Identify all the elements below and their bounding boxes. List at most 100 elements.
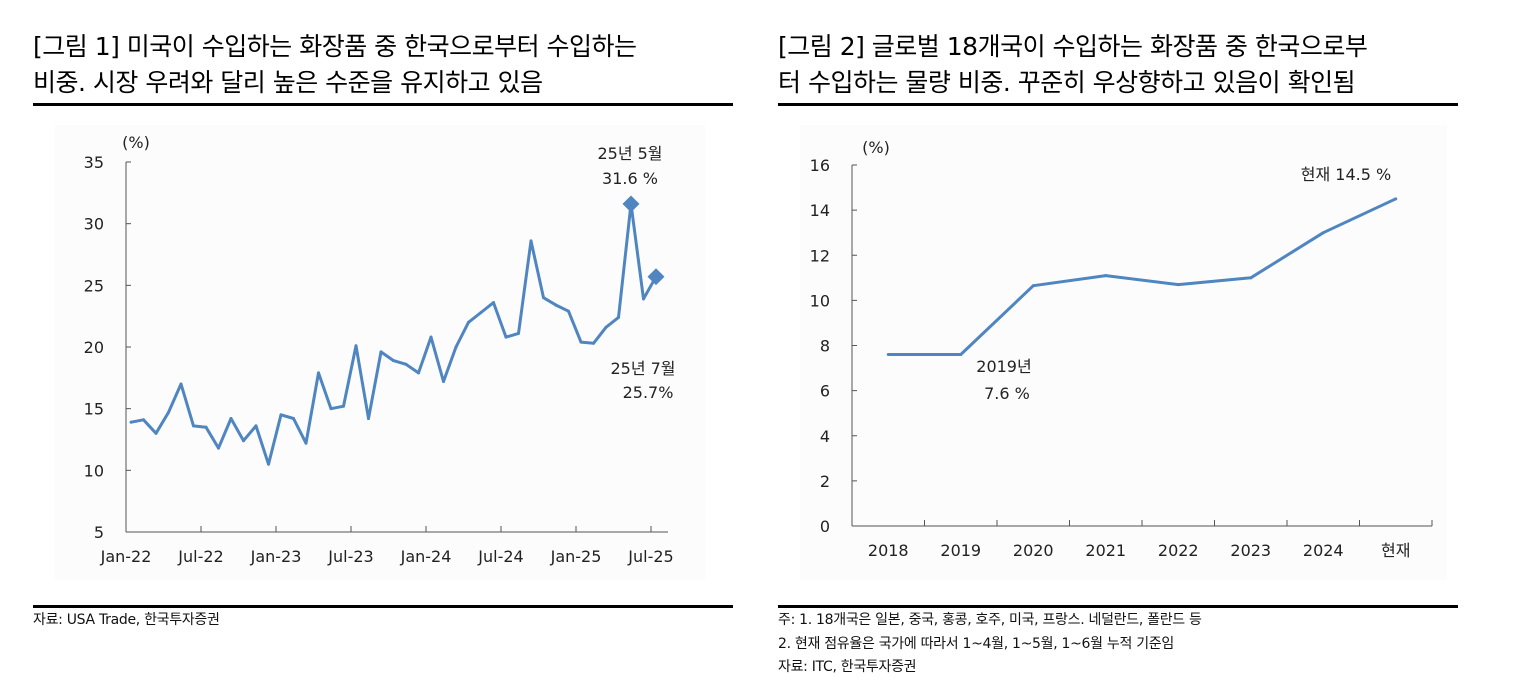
chart1-x-tick-label: Jan-25 <box>550 547 602 566</box>
figure1-title-line1: [그림 1] 미국이 수입하는 화장품 중 한국으로부터 수입하는 <box>33 32 637 61</box>
chart1-y-tick-label: 30 <box>84 215 104 234</box>
figure1-footer-rule <box>33 605 733 608</box>
chart1-data-point <box>554 303 558 307</box>
chart1-data-point <box>279 413 283 417</box>
chart1-data-point <box>142 418 145 422</box>
chart1-data-point <box>229 417 233 421</box>
chart2-x-tick-label: 2023 <box>1230 541 1271 560</box>
chart1-data-point <box>604 325 608 329</box>
chart1-data-point <box>317 371 320 375</box>
chart1-data-point <box>429 335 433 339</box>
chart2-annotation-label: 2019년 <box>976 357 1031 376</box>
figure2-note1: 주: 1. 18개국은 일본, 중국, 홍콩, 호주, 미국, 프랑스. 네덜란… <box>778 612 1202 628</box>
figure2-note2: 2. 현재 점유율은 국가에 따라서 1~4월, 1~5월, 1~6월 누적 기… <box>778 636 1174 652</box>
chart1-series-line <box>130 202 658 466</box>
figure2-title-rule <box>778 103 1458 106</box>
chart2-x-tick-label: 2022 <box>1158 541 1199 560</box>
figure1-title-line2: 비중. 시장 우려와 달리 높은 수준을 유지하고 있음 <box>33 68 543 97</box>
chart1-data-point <box>529 239 533 243</box>
chart2-y-tick-label: 12 <box>810 246 830 265</box>
chart1-data-point <box>217 446 220 450</box>
chart1-data-point <box>579 340 583 344</box>
chart1-data-point <box>492 301 495 305</box>
chart1-data-point <box>467 320 470 324</box>
figure1-title-rule <box>33 103 733 106</box>
chart2-y-unit-label: (%) <box>862 138 890 157</box>
chart2-data-point <box>959 353 963 357</box>
chart1-x-tick-label: Jul-22 <box>177 547 223 566</box>
chart1-annotation-value: 31.6 % <box>602 169 658 188</box>
chart2-annotation-label: 현재 14.5 % <box>1301 165 1391 184</box>
chart1-y-tick-label: 25 <box>84 276 104 295</box>
chart1-data-point <box>304 441 308 445</box>
chart2-x-tick-label: 2018 <box>868 541 909 560</box>
chart1-data-point <box>392 359 395 363</box>
chart2-y-tick-label: 8 <box>820 337 830 356</box>
chart2-data-point <box>1031 284 1035 288</box>
chart2: 0 2 4 6 8 10 12 14 16 (%) 2018 2019 2020 2021 2022 2023… <box>810 138 1433 560</box>
chart1-data-point <box>342 404 345 408</box>
chart1-y-tick-label: 5 <box>94 523 104 542</box>
chart1-y-tick-label: 15 <box>84 400 104 419</box>
chart1-data-point <box>254 424 258 428</box>
chart1-data-point <box>517 331 520 335</box>
chart2-annotation-value: 7.6 % <box>984 384 1030 403</box>
chart2-y-tick-label: 14 <box>810 201 830 220</box>
figure1-source: 자료: USA Trade, 한국투자증권 <box>33 612 220 628</box>
chart1-data-point <box>179 382 183 386</box>
chart1-x-tick-label: Jan-23 <box>250 547 302 566</box>
chart1-y-tick-label: 10 <box>84 461 104 480</box>
chart1-annotation-value: 25.7% <box>623 383 674 402</box>
chart2-data-point <box>1321 231 1325 235</box>
chart1-diamond-marker <box>647 268 665 286</box>
chart2-x-tick-label: 2021 <box>1085 541 1126 560</box>
figure2-title-line2: 터 수입하는 물량 비중. 꾸준히 우상향하고 있음이 확인됨 <box>778 68 1356 97</box>
chart2-data-point <box>1394 197 1398 201</box>
chart1-data-point <box>379 350 383 354</box>
chart1-y-tick-label: 20 <box>84 338 104 357</box>
chart1-x-tick-label: Jan-24 <box>400 547 452 566</box>
chart2-y-tick-label: 6 <box>820 382 830 401</box>
chart2-x-tick-label: 현재 <box>1381 541 1410 560</box>
chart1-data-point <box>617 315 620 319</box>
chart1-x-tick-label: Jan-22 <box>100 547 152 566</box>
chart1-data-point <box>642 297 645 301</box>
chart1-data-point <box>242 439 245 443</box>
chart1-data-point <box>354 344 358 348</box>
chart2-x-tick-label: 2024 <box>1303 541 1344 560</box>
chart1-x-tick-label: Jul-23 <box>327 547 373 566</box>
chart1-data-point <box>167 410 170 414</box>
chart2-x-tick-label: 2020 <box>1013 541 1054 560</box>
chart1-data-point <box>204 425 208 429</box>
chart1-data-point <box>329 407 333 411</box>
chart2-data-point <box>1104 274 1108 278</box>
chart1-y-unit-label: (%) <box>122 133 150 152</box>
chart1-data-point <box>404 362 408 366</box>
chart2-data-point <box>886 353 890 357</box>
chart1-data-point <box>367 417 370 421</box>
chart1-data-point <box>454 345 458 349</box>
figure2-title-line1: [그림 2] 글로벌 18개국이 수입하는 화장품 중 한국으로부 <box>778 32 1368 61</box>
chart1-x-tick-label: Jul-24 <box>477 547 523 566</box>
chart1-data-point <box>504 335 508 339</box>
chart1-data-point <box>192 424 195 428</box>
chart1-data-point <box>592 341 595 345</box>
chart1-y-tick-label: 35 <box>84 153 104 172</box>
chart1-data-point <box>417 371 420 375</box>
chart2-y-tick-label: 2 <box>820 472 830 491</box>
chart1-annotation-label: 25년 7월 <box>610 359 675 378</box>
chart1-data-point <box>292 417 295 421</box>
chart1-data-point <box>267 462 270 466</box>
chart2-y-tick-label: 0 <box>820 517 830 536</box>
chart2-y-tick-label: 10 <box>810 291 830 310</box>
chart2-background <box>800 125 1447 580</box>
chart2-data-point <box>1176 283 1180 287</box>
chart2-y-tick-label: 16 <box>810 156 830 175</box>
figure2-source: 자료: ITC, 한국투자증권 <box>778 659 917 675</box>
chart1: 5 10 15 20 25 30 35 (%) Jan-22 Jul-22 Jan-23 Jul-23… <box>84 133 676 566</box>
chart2-x-tick-label: 2019 <box>940 541 981 560</box>
chart2-data-point <box>1249 276 1253 280</box>
chart1-data-point <box>129 420 133 424</box>
chart1-data-point <box>567 309 570 313</box>
